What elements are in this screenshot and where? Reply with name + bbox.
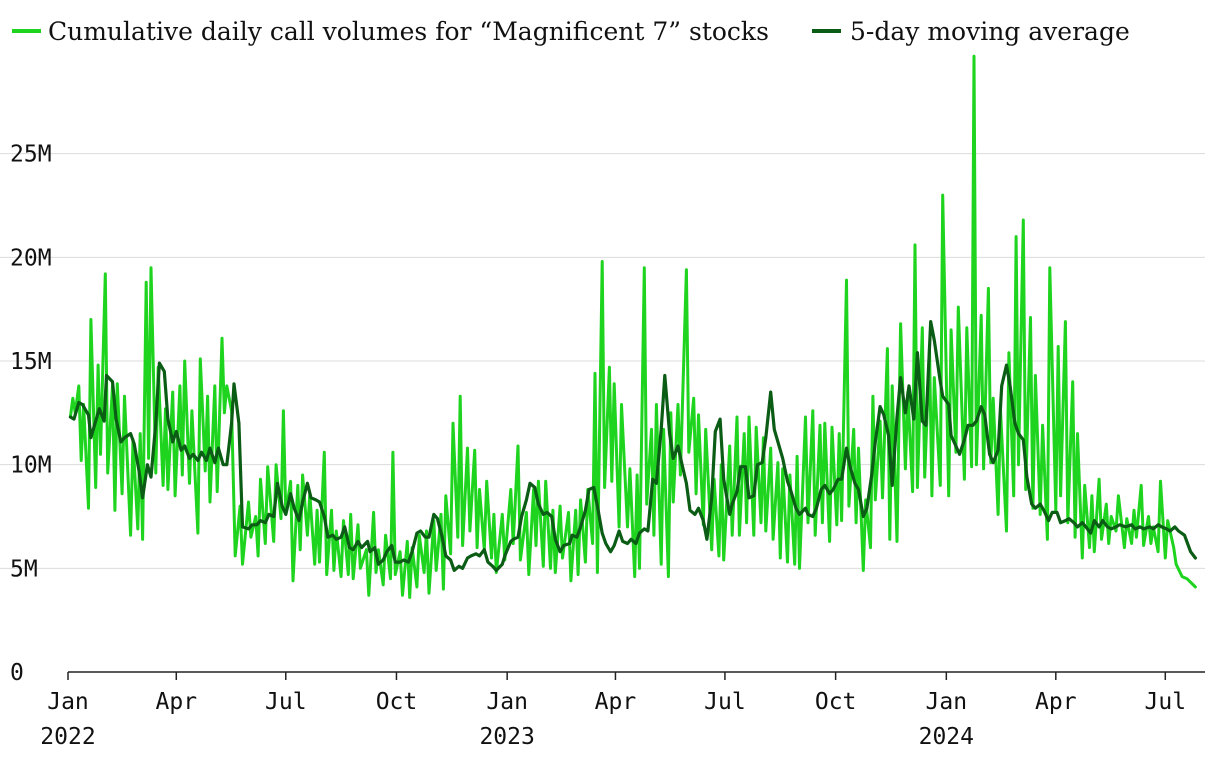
x-tick-year-label: 2022 — [40, 724, 95, 750]
x-tick-year-label: 2023 — [479, 724, 534, 750]
x-tick-label: Jan — [926, 689, 968, 715]
x-tick-label: Apr — [595, 689, 637, 715]
x-tick-year-label: 2024 — [919, 724, 974, 750]
x-tick-label: Apr — [1035, 689, 1077, 715]
x-tick-label: Oct — [376, 689, 418, 715]
x-tick-label: Jan — [486, 689, 528, 715]
series-line-call-volumes — [68, 54, 1197, 599]
x-axis: Jan 2022 Apr Jul Oct Jan 2023 Apr Jul Oct Jan 2024 A… — [40, 672, 1186, 750]
series-line-moving-average — [68, 320, 1198, 573]
y-axis: 0 5M 10M 15M 20M 25M — [10, 142, 52, 686]
legend-label-moving-average: 5-day moving average — [850, 17, 1130, 46]
y-tick-label: 10M — [10, 453, 52, 479]
x-tick-label: Jul — [265, 689, 307, 715]
x-tick-label: Oct — [815, 689, 857, 715]
legend-label-call-volumes: Cumulative daily call volumes for “Magni… — [48, 17, 769, 46]
y-tick-label: 5M — [10, 556, 38, 582]
legend: Cumulative daily call volumes for “Magni… — [12, 17, 1130, 46]
x-tick-label: Jul — [1145, 689, 1187, 715]
y-tick-label: 20M — [10, 245, 52, 271]
y-tick-label: 0 — [10, 660, 24, 686]
x-tick-label: Jul — [704, 689, 746, 715]
series-layer — [68, 54, 1198, 599]
y-tick-label: 15M — [10, 349, 52, 375]
x-tick-label: Apr — [156, 689, 198, 715]
y-tick-label: 25M — [10, 142, 52, 168]
x-tick-label: Jan — [47, 689, 89, 715]
